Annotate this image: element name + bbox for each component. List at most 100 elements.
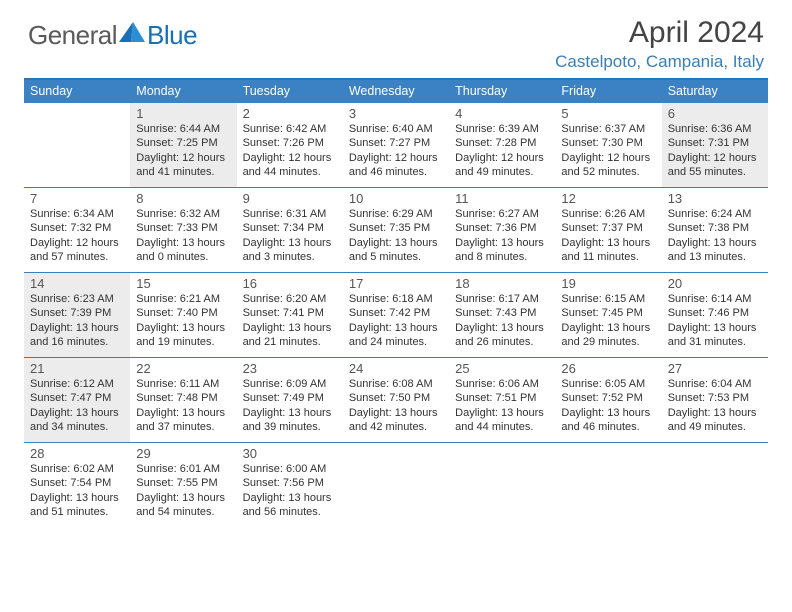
daylight-text: Daylight: 13 hours and 49 minutes.: [668, 406, 762, 435]
daylight-text: Daylight: 13 hours and 34 minutes.: [30, 406, 124, 435]
day-number: 1: [136, 106, 230, 121]
brand-part1: General: [28, 20, 117, 51]
sunrise-text: Sunrise: 6:15 AM: [561, 292, 655, 306]
daylight-text: Daylight: 13 hours and 0 minutes.: [136, 236, 230, 265]
sunrise-text: Sunrise: 6:00 AM: [243, 462, 337, 476]
sunrise-text: Sunrise: 6:04 AM: [668, 377, 762, 391]
sunset-text: Sunset: 7:39 PM: [30, 306, 124, 320]
day-cell: 6Sunrise: 6:36 AMSunset: 7:31 PMDaylight…: [662, 103, 768, 187]
day-cell: [662, 443, 768, 527]
day-cell: 13Sunrise: 6:24 AMSunset: 7:38 PMDayligh…: [662, 188, 768, 272]
daylight-text: Daylight: 13 hours and 24 minutes.: [349, 321, 443, 350]
daylight-text: Daylight: 13 hours and 37 minutes.: [136, 406, 230, 435]
daylight-text: Daylight: 13 hours and 39 minutes.: [243, 406, 337, 435]
sunrise-text: Sunrise: 6:42 AM: [243, 122, 337, 136]
sunset-text: Sunset: 7:48 PM: [136, 391, 230, 405]
day-number: 30: [243, 446, 337, 461]
sunrise-text: Sunrise: 6:14 AM: [668, 292, 762, 306]
location-label: Castelpoto, Campania, Italy: [555, 52, 764, 72]
day-cell: 7Sunrise: 6:34 AMSunset: 7:32 PMDaylight…: [24, 188, 130, 272]
day-cell: 21Sunrise: 6:12 AMSunset: 7:47 PMDayligh…: [24, 358, 130, 442]
sunrise-text: Sunrise: 6:20 AM: [243, 292, 337, 306]
sunrise-text: Sunrise: 6:23 AM: [30, 292, 124, 306]
daylight-text: Daylight: 12 hours and 49 minutes.: [455, 151, 549, 180]
sunrise-text: Sunrise: 6:11 AM: [136, 377, 230, 391]
day-cell: 2Sunrise: 6:42 AMSunset: 7:26 PMDaylight…: [237, 103, 343, 187]
sunset-text: Sunset: 7:55 PM: [136, 476, 230, 490]
day-cell: 22Sunrise: 6:11 AMSunset: 7:48 PMDayligh…: [130, 358, 236, 442]
daylight-text: Daylight: 13 hours and 46 minutes.: [561, 406, 655, 435]
dow-tuesday: Tuesday: [237, 80, 343, 103]
day-cell: 20Sunrise: 6:14 AMSunset: 7:46 PMDayligh…: [662, 273, 768, 357]
sunset-text: Sunset: 7:53 PM: [668, 391, 762, 405]
sunrise-text: Sunrise: 6:06 AM: [455, 377, 549, 391]
sunset-text: Sunset: 7:25 PM: [136, 136, 230, 150]
sunset-text: Sunset: 7:52 PM: [561, 391, 655, 405]
daylight-text: Daylight: 13 hours and 19 minutes.: [136, 321, 230, 350]
calendar: Sunday Monday Tuesday Wednesday Thursday…: [24, 78, 768, 527]
day-cell: [449, 443, 555, 527]
sunset-text: Sunset: 7:28 PM: [455, 136, 549, 150]
sunrise-text: Sunrise: 6:44 AM: [136, 122, 230, 136]
daylight-text: Daylight: 13 hours and 29 minutes.: [561, 321, 655, 350]
sunrise-text: Sunrise: 6:08 AM: [349, 377, 443, 391]
header: General Blue April 2024 Castelpoto, Camp…: [0, 0, 792, 78]
sunrise-text: Sunrise: 6:36 AM: [668, 122, 762, 136]
day-cell: 24Sunrise: 6:08 AMSunset: 7:50 PMDayligh…: [343, 358, 449, 442]
sunrise-text: Sunrise: 6:18 AM: [349, 292, 443, 306]
day-cell: 9Sunrise: 6:31 AMSunset: 7:34 PMDaylight…: [237, 188, 343, 272]
day-number: 24: [349, 361, 443, 376]
sunrise-text: Sunrise: 6:01 AM: [136, 462, 230, 476]
day-number: 19: [561, 276, 655, 291]
sunrise-text: Sunrise: 6:32 AM: [136, 207, 230, 221]
sunrise-text: Sunrise: 6:37 AM: [561, 122, 655, 136]
sunrise-text: Sunrise: 6:31 AM: [243, 207, 337, 221]
sunrise-text: Sunrise: 6:21 AM: [136, 292, 230, 306]
day-number: 25: [455, 361, 549, 376]
day-number: 23: [243, 361, 337, 376]
day-cell: 14Sunrise: 6:23 AMSunset: 7:39 PMDayligh…: [24, 273, 130, 357]
day-number: 11: [455, 191, 549, 206]
sunrise-text: Sunrise: 6:24 AM: [668, 207, 762, 221]
daylight-text: Daylight: 12 hours and 57 minutes.: [30, 236, 124, 265]
sunrise-text: Sunrise: 6:02 AM: [30, 462, 124, 476]
sunset-text: Sunset: 7:47 PM: [30, 391, 124, 405]
day-cell: 4Sunrise: 6:39 AMSunset: 7:28 PMDaylight…: [449, 103, 555, 187]
day-cell: [24, 103, 130, 187]
daylight-text: Daylight: 13 hours and 51 minutes.: [30, 491, 124, 520]
day-cell: 3Sunrise: 6:40 AMSunset: 7:27 PMDaylight…: [343, 103, 449, 187]
sunset-text: Sunset: 7:51 PM: [455, 391, 549, 405]
dow-row: Sunday Monday Tuesday Wednesday Thursday…: [24, 80, 768, 103]
day-number: 9: [243, 191, 337, 206]
sunset-text: Sunset: 7:33 PM: [136, 221, 230, 235]
day-number: 4: [455, 106, 549, 121]
sunrise-text: Sunrise: 6:05 AM: [561, 377, 655, 391]
day-cell: 23Sunrise: 6:09 AMSunset: 7:49 PMDayligh…: [237, 358, 343, 442]
sunset-text: Sunset: 7:38 PM: [668, 221, 762, 235]
day-cell: 18Sunrise: 6:17 AMSunset: 7:43 PMDayligh…: [449, 273, 555, 357]
day-cell: 17Sunrise: 6:18 AMSunset: 7:42 PMDayligh…: [343, 273, 449, 357]
sunrise-text: Sunrise: 6:26 AM: [561, 207, 655, 221]
day-cell: 16Sunrise: 6:20 AMSunset: 7:41 PMDayligh…: [237, 273, 343, 357]
title-block: April 2024 Castelpoto, Campania, Italy: [555, 16, 764, 72]
logo-mark-icon: [119, 20, 147, 42]
day-cell: 26Sunrise: 6:05 AMSunset: 7:52 PMDayligh…: [555, 358, 661, 442]
day-number: 12: [561, 191, 655, 206]
day-cell: [555, 443, 661, 527]
day-cell: 1Sunrise: 6:44 AMSunset: 7:25 PMDaylight…: [130, 103, 236, 187]
daylight-text: Daylight: 13 hours and 54 minutes.: [136, 491, 230, 520]
brand-part2: Blue: [147, 20, 197, 51]
daylight-text: Daylight: 12 hours and 55 minutes.: [668, 151, 762, 180]
day-number: 21: [30, 361, 124, 376]
day-number: 15: [136, 276, 230, 291]
sunset-text: Sunset: 7:30 PM: [561, 136, 655, 150]
daylight-text: Daylight: 12 hours and 46 minutes.: [349, 151, 443, 180]
day-cell: [343, 443, 449, 527]
dow-wednesday: Wednesday: [343, 80, 449, 103]
sunset-text: Sunset: 7:43 PM: [455, 306, 549, 320]
day-number: 8: [136, 191, 230, 206]
day-number: 6: [668, 106, 762, 121]
sunset-text: Sunset: 7:42 PM: [349, 306, 443, 320]
sunset-text: Sunset: 7:45 PM: [561, 306, 655, 320]
day-number: 20: [668, 276, 762, 291]
